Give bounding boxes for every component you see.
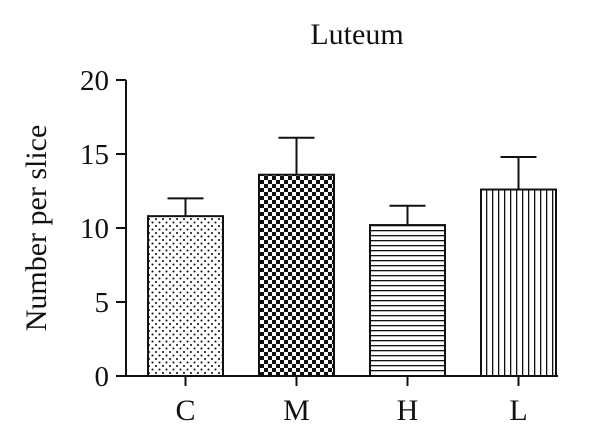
bar-C [147,215,224,377]
bar-L [480,188,557,377]
y-tick-label: 5 [95,287,110,319]
bar-H [369,224,446,377]
y-ticks-group: 0 5 10 15 20 [80,65,126,393]
y-tick-label: 15 [80,139,109,171]
x-tick-label-H: H [397,394,419,427]
y-tick-label: 10 [80,213,109,245]
x-tick-label-L: L [509,394,527,427]
chart-title: Luteum [310,18,403,51]
y-axis-label: Number per slice [20,125,53,332]
y-tick-label: 20 [80,65,109,97]
x-tick-label-C: C [175,394,195,427]
bar-M [258,173,335,377]
x-tick-label-M: M [283,394,310,427]
bars-group [147,136,557,377]
y-tick-label: 0 [95,361,110,393]
